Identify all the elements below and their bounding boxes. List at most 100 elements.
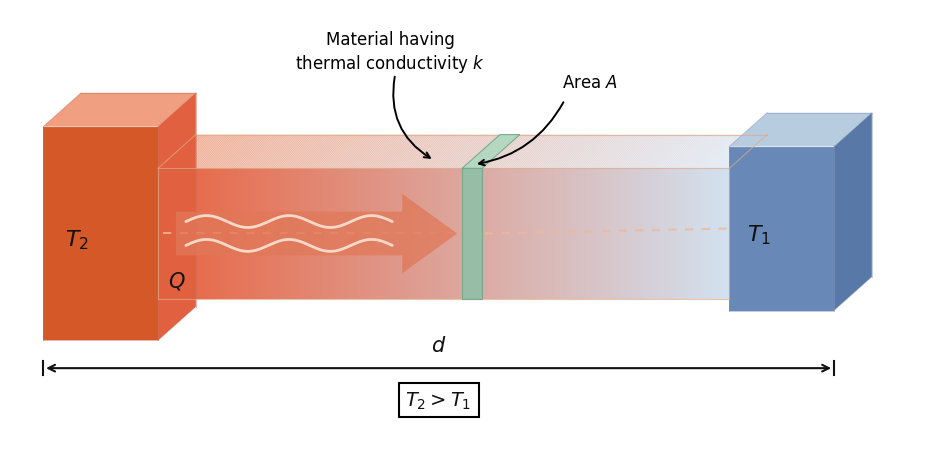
Polygon shape <box>482 169 484 299</box>
Polygon shape <box>415 135 455 169</box>
Polygon shape <box>550 169 552 299</box>
Polygon shape <box>569 169 571 299</box>
Polygon shape <box>518 169 520 299</box>
Polygon shape <box>320 169 322 299</box>
Polygon shape <box>213 169 215 299</box>
Polygon shape <box>535 169 537 299</box>
Polygon shape <box>493 135 533 169</box>
Polygon shape <box>461 135 501 169</box>
Polygon shape <box>466 169 468 299</box>
Polygon shape <box>301 135 340 169</box>
Polygon shape <box>724 169 726 299</box>
Polygon shape <box>720 135 760 169</box>
Polygon shape <box>314 169 316 299</box>
Polygon shape <box>579 135 618 169</box>
Polygon shape <box>701 135 740 169</box>
Polygon shape <box>419 135 459 169</box>
Polygon shape <box>238 135 277 169</box>
Polygon shape <box>262 135 302 169</box>
Polygon shape <box>453 169 455 299</box>
Polygon shape <box>531 169 533 299</box>
Polygon shape <box>419 169 421 299</box>
Polygon shape <box>256 135 296 169</box>
Polygon shape <box>396 135 436 169</box>
Polygon shape <box>639 135 679 169</box>
Polygon shape <box>203 135 243 169</box>
Polygon shape <box>349 135 389 169</box>
Polygon shape <box>726 169 728 299</box>
Polygon shape <box>550 135 590 169</box>
Polygon shape <box>200 135 239 169</box>
Polygon shape <box>326 135 366 169</box>
Text: Area $A$: Area $A$ <box>561 74 618 92</box>
Polygon shape <box>533 135 573 169</box>
Polygon shape <box>313 169 314 299</box>
Polygon shape <box>177 135 217 169</box>
Polygon shape <box>647 169 649 299</box>
Polygon shape <box>688 169 690 299</box>
Polygon shape <box>690 169 692 299</box>
Polygon shape <box>508 169 510 299</box>
Polygon shape <box>192 169 194 299</box>
Polygon shape <box>478 169 480 299</box>
Polygon shape <box>337 169 339 299</box>
Polygon shape <box>575 135 615 169</box>
Polygon shape <box>295 135 334 169</box>
Polygon shape <box>255 169 256 299</box>
Polygon shape <box>351 169 352 299</box>
Polygon shape <box>364 169 366 299</box>
Polygon shape <box>533 169 535 299</box>
Polygon shape <box>709 169 711 299</box>
Polygon shape <box>182 169 184 299</box>
Polygon shape <box>539 135 579 169</box>
Polygon shape <box>413 169 415 299</box>
Polygon shape <box>596 135 636 169</box>
Polygon shape <box>203 169 205 299</box>
Polygon shape <box>271 169 273 299</box>
Polygon shape <box>626 169 628 299</box>
Polygon shape <box>451 135 491 169</box>
Polygon shape <box>541 135 580 169</box>
Polygon shape <box>480 169 482 299</box>
Polygon shape <box>294 135 332 169</box>
Polygon shape <box>622 135 662 169</box>
Polygon shape <box>226 169 228 299</box>
Polygon shape <box>249 135 289 169</box>
Polygon shape <box>188 135 228 169</box>
Polygon shape <box>485 169 487 299</box>
Polygon shape <box>672 135 712 169</box>
Polygon shape <box>201 135 241 169</box>
Polygon shape <box>438 135 478 169</box>
Polygon shape <box>278 169 280 299</box>
Polygon shape <box>402 169 404 299</box>
Polygon shape <box>339 169 341 299</box>
Polygon shape <box>330 135 370 169</box>
Polygon shape <box>615 135 655 169</box>
Polygon shape <box>712 135 751 169</box>
Polygon shape <box>383 169 385 299</box>
Polygon shape <box>184 135 224 169</box>
Polygon shape <box>194 135 234 169</box>
Polygon shape <box>537 169 539 299</box>
Polygon shape <box>379 169 381 299</box>
Polygon shape <box>620 169 622 299</box>
Polygon shape <box>309 135 348 169</box>
Polygon shape <box>417 135 457 169</box>
Polygon shape <box>218 169 220 299</box>
Polygon shape <box>423 169 425 299</box>
Polygon shape <box>522 169 523 299</box>
Polygon shape <box>211 169 213 299</box>
Polygon shape <box>430 135 470 169</box>
Polygon shape <box>662 135 702 169</box>
Polygon shape <box>417 169 419 299</box>
Polygon shape <box>275 169 276 299</box>
Polygon shape <box>462 135 520 169</box>
Polygon shape <box>280 135 319 169</box>
Polygon shape <box>222 135 262 169</box>
Polygon shape <box>636 135 675 169</box>
Polygon shape <box>535 135 575 169</box>
Polygon shape <box>523 169 525 299</box>
Polygon shape <box>444 135 484 169</box>
Polygon shape <box>455 135 495 169</box>
Polygon shape <box>658 135 698 169</box>
